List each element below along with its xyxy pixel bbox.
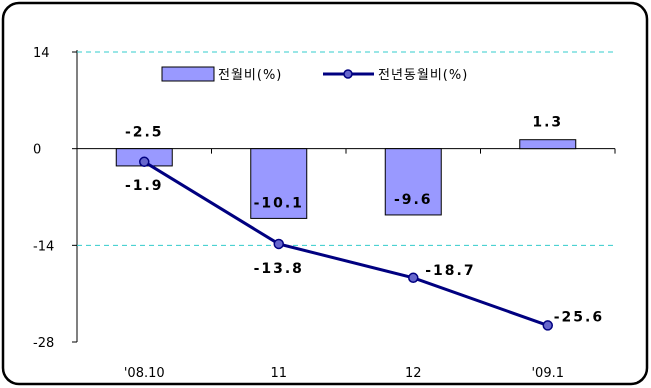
- legend-line-label: 전년동월비(%): [378, 68, 468, 83]
- bar-3: [519, 139, 577, 150]
- bar-1: [250, 148, 308, 219]
- line-point-3: [542, 320, 553, 331]
- bar-2: [384, 148, 442, 216]
- y-tick-label-0: 14: [33, 46, 50, 61]
- line-label-0: -1.9: [125, 178, 164, 194]
- line-point-1: [273, 238, 284, 250]
- legend-line-marker: [343, 69, 353, 79]
- bar-label-2: -9.6: [394, 192, 433, 208]
- bar-label-1: -10.1: [254, 195, 304, 211]
- bar-label-0: -2.5: [125, 125, 164, 141]
- y-tick-label-2: -14: [33, 239, 54, 254]
- x-tick-label-3: '09.1: [531, 366, 564, 381]
- line-series: [143, 160, 549, 327]
- line-point-0: [139, 156, 150, 168]
- bar-label-3: 1.3: [532, 115, 563, 131]
- x-tick-label-0: '08.10: [124, 366, 165, 381]
- line-label-3: -25.6: [554, 309, 604, 325]
- line-label-2: -18.7: [425, 263, 475, 279]
- legend-bar-swatch: [161, 66, 215, 82]
- y-tick-label-1: 0: [33, 143, 41, 158]
- legend-bar-label: 전월비(%): [218, 68, 282, 83]
- legend: 전월비(%) 전년동월비(%): [161, 66, 468, 83]
- y-tick-label-3: -28: [33, 336, 54, 351]
- x-tick-label-1: 11: [270, 366, 287, 381]
- x-tick-label-2: 12: [405, 366, 422, 381]
- line-point-2: [408, 272, 419, 284]
- plot-area: 14 0 -14 -28 '08.10 11 12 '09.1 -2.5 -10.1 -9.6 1.3…: [33, 46, 616, 381]
- line-label-1: -13.8: [254, 261, 304, 277]
